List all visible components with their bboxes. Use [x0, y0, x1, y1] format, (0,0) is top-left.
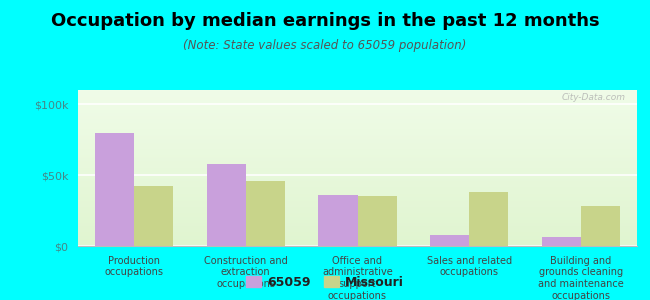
Text: (Note: State values scaled to 65059 population): (Note: State values scaled to 65059 popu… [183, 39, 467, 52]
Bar [542, 238, 581, 246]
Bar [246, 181, 285, 246]
Bar [134, 186, 173, 246]
Bar [207, 164, 246, 246]
Bar [581, 206, 620, 246]
Bar [430, 235, 469, 246]
Bar [358, 196, 396, 246]
Bar [95, 133, 134, 246]
Text: City-Data.com: City-Data.com [562, 93, 626, 102]
Text: Occupation by median earnings in the past 12 months: Occupation by median earnings in the pas… [51, 12, 599, 30]
Legend: 65059, Missouri: 65059, Missouri [241, 271, 409, 294]
Bar [469, 192, 508, 246]
Bar [318, 195, 358, 246]
